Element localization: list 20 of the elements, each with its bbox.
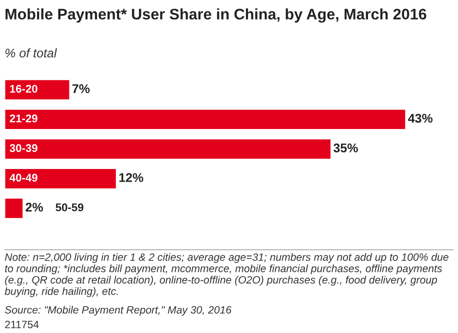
y-tick-label: 21-29 [10,114,38,122]
bar [4,168,118,190]
data-label: 35% [333,144,358,152]
y-tick-label: 16-20 [10,84,38,93]
data-label: 12% [119,173,144,182]
chart-title: Mobile Payment* User Share in China, by Age, March 2016 [6,8,426,23]
bar [4,78,71,101]
text: Note: n=2,000 living in tier 1 & 2 cities; average age=31; numbers may not add up to 100% due to rounding; *includes bill payment, mcommerce, mobile financial purchases, offline payments (e.g., QR code at retail location), online-to-offline (O2O) purchases (e.g., food delivery, group buying, ride hailing), etc. [4,253,448,298]
y-tick-label: 30-39 [10,144,38,152]
bar [4,138,332,160]
bar [4,108,407,130]
y-tick-label: 50-59 [56,203,84,212]
data-label: 7% [72,84,90,94]
data-label: 2% [26,202,43,212]
data-label: 43% [408,114,433,123]
y-tick-label: 40-49 [10,174,38,182]
chart-subtitle: % of total [5,48,57,58]
bar [4,197,24,220]
text: 211754 [5,320,39,328]
source-note: Source: "Mobile Payment Report," May 30, 2016 [4,306,232,316]
